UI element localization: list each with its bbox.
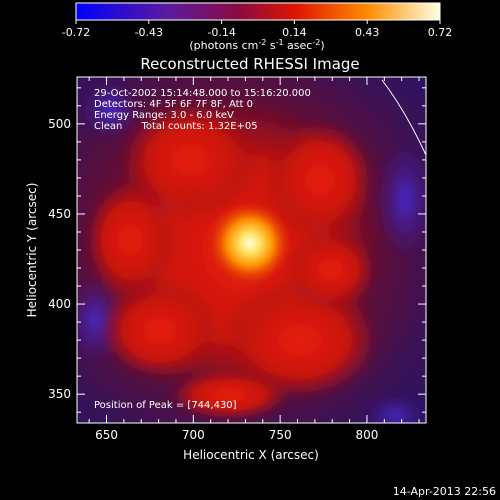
axes: 650 700 750 800 350 400 450 500 xyxy=(48,77,426,442)
timestamp: 14-Apr-2013 22:56 xyxy=(392,485,496,498)
peak-position-label: Position of Peak = [744,430] xyxy=(94,400,237,411)
y-tick-label: 400 xyxy=(48,297,71,311)
x-tick-label: 700 xyxy=(182,428,205,442)
x-axis-label: Heliocentric X (arcsec) xyxy=(183,448,319,462)
annotation-clean-counts: Clean Total counts: 1.32E+05 xyxy=(94,121,258,132)
annotation-time-range: 29-Oct-2002 15:14:48.000 to 15:16:20.000 xyxy=(94,88,311,99)
heatmap-image xyxy=(77,77,426,423)
chart-title: Reconstructed RHESSI Image xyxy=(140,55,359,73)
y-tick-label: 350 xyxy=(48,387,71,401)
peak-source xyxy=(208,201,292,285)
solar-limb xyxy=(381,79,426,156)
colorbar-tick-label: -0.43 xyxy=(135,26,163,39)
y-axis-label: Heliocentric Y (arcsec) xyxy=(25,183,39,318)
colorbar-tick-label: -0.14 xyxy=(207,26,235,39)
colorbar-tick-label: 0.43 xyxy=(355,26,380,39)
colorbar-unit-label: (photons cm-2 s-1 asec-2) xyxy=(189,38,324,52)
y-tick-label: 500 xyxy=(48,117,71,131)
colorbar xyxy=(75,2,441,21)
y-tick-label: 450 xyxy=(48,207,71,221)
x-tick-label: 650 xyxy=(95,428,118,442)
colorbar-tick-label: -0.72 xyxy=(62,26,90,39)
colorbar-tick-label: 0.14 xyxy=(282,26,307,39)
x-tick-label: 750 xyxy=(269,428,292,442)
observation-info: 29-Oct-2002 15:14:48.000 to 15:16:20.000… xyxy=(94,88,311,132)
colorbar-ticks: -0.72 -0.43 -0.14 0.14 0.43 0.72 xyxy=(62,20,452,39)
x-tick-label: 800 xyxy=(356,428,379,442)
colorbar-tick-label: 0.72 xyxy=(428,26,453,39)
annotation-detectors: Detectors: 4F 5F 6F 7F 8F, Att 0 xyxy=(94,99,253,110)
annotation-energy-range: Energy Range: 3.0 - 6.0 keV xyxy=(94,110,234,121)
